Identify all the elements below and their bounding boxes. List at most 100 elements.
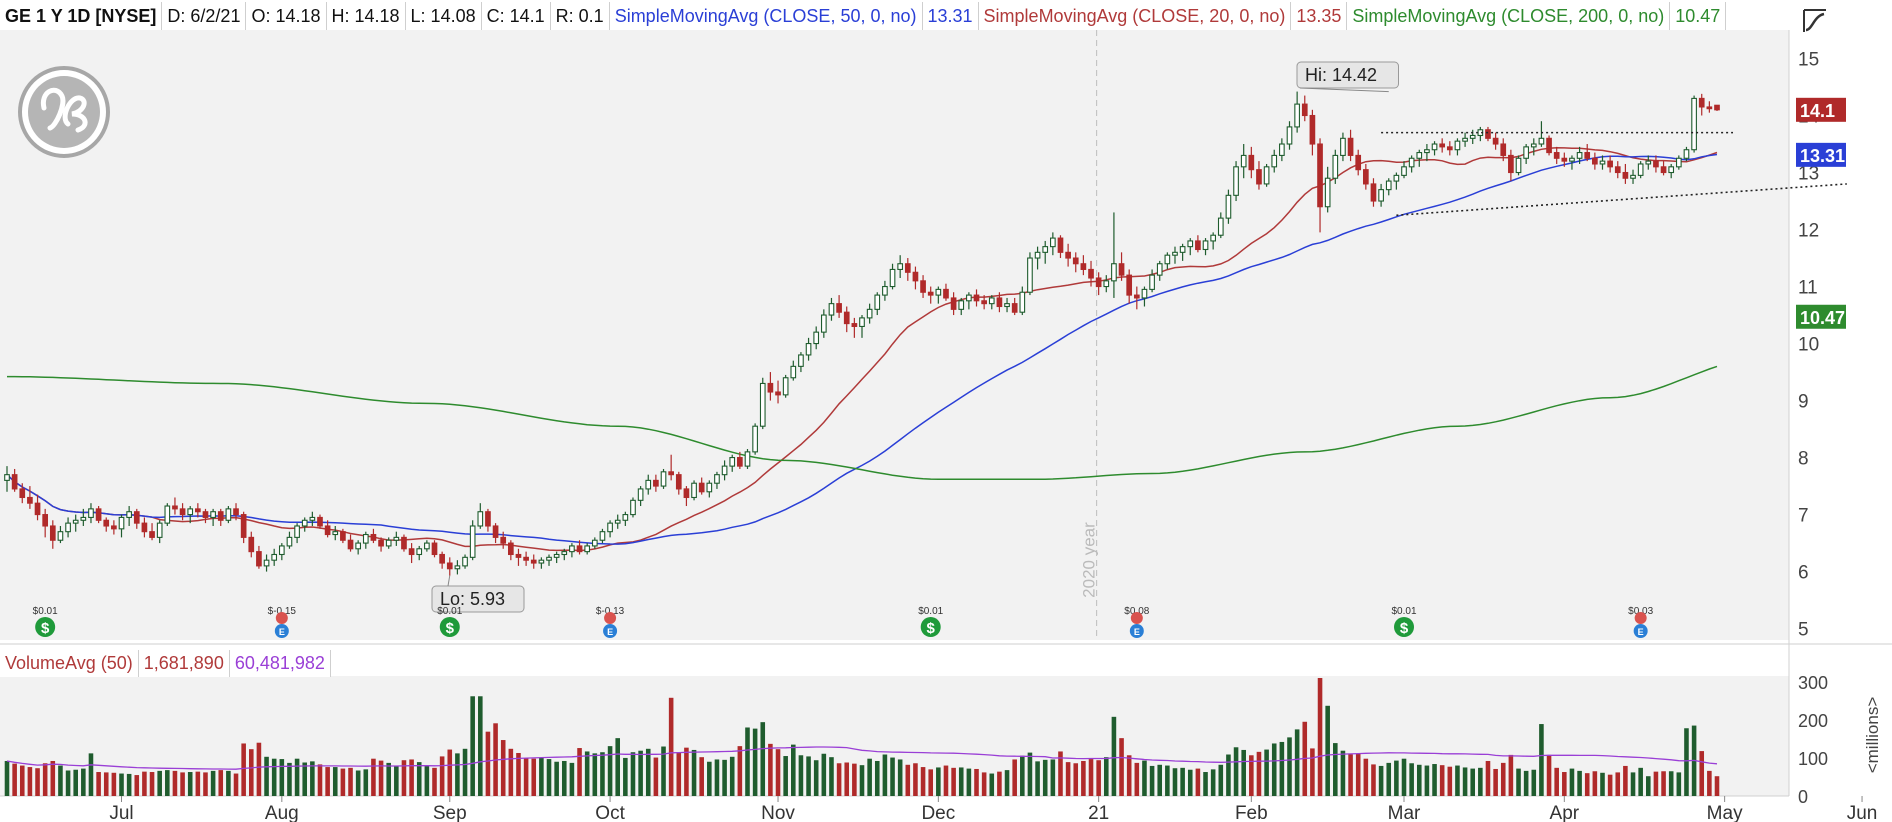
volume-bar[interactable] [600, 752, 605, 796]
volume-bar[interactable] [813, 760, 819, 796]
candle[interactable] [897, 255, 904, 278]
volume-bar[interactable] [1012, 759, 1017, 796]
candle[interactable] [1187, 238, 1194, 256]
candle[interactable] [485, 508, 491, 532]
candle[interactable] [950, 292, 957, 316]
volume-bar[interactable] [58, 765, 63, 796]
candle[interactable] [179, 503, 186, 521]
volume-bar[interactable] [943, 765, 949, 796]
volume-bar[interactable] [829, 757, 834, 796]
candle[interactable] [347, 534, 354, 552]
candle[interactable] [401, 534, 407, 552]
candle[interactable] [1660, 161, 1667, 176]
volume-bar[interactable] [1493, 768, 1498, 796]
candle[interactable] [362, 531, 369, 549]
volume-bar[interactable] [218, 770, 224, 796]
candle[interactable] [721, 460, 728, 481]
candle[interactable] [1355, 149, 1362, 176]
volume-bar[interactable] [1638, 767, 1643, 796]
candle[interactable] [553, 551, 560, 564]
candle[interactable] [1263, 163, 1270, 187]
volume-bar[interactable] [1142, 760, 1147, 796]
candle[interactable] [34, 494, 41, 521]
volume-bar[interactable] [699, 757, 704, 796]
candle[interactable] [1370, 178, 1377, 207]
volume-bar[interactable] [1478, 767, 1483, 796]
candle[interactable] [1362, 163, 1369, 190]
candle[interactable] [538, 557, 545, 569]
volume-bar[interactable] [348, 767, 353, 796]
volume-bar[interactable] [1630, 772, 1636, 796]
candle[interactable] [691, 480, 697, 501]
candle[interactable] [1065, 243, 1071, 267]
volume-bar[interactable] [1042, 759, 1048, 796]
candle[interactable] [240, 511, 247, 544]
candle[interactable] [271, 548, 278, 566]
volume-bar[interactable] [791, 744, 796, 796]
volume-bar[interactable] [371, 758, 376, 796]
volume-bar[interactable] [248, 749, 254, 796]
candle[interactable] [1019, 286, 1026, 316]
candle[interactable] [645, 474, 652, 495]
candle[interactable] [759, 377, 766, 430]
candle[interactable] [675, 471, 682, 495]
volume-bar[interactable] [180, 772, 185, 796]
candle[interactable] [439, 551, 445, 569]
candle[interactable] [469, 520, 476, 561]
candle[interactable] [927, 286, 934, 304]
volume-bar[interactable] [1340, 750, 1346, 796]
candle[interactable] [133, 508, 140, 529]
candle[interactable] [1088, 260, 1094, 287]
candle[interactable] [202, 508, 209, 524]
candle[interactable] [515, 548, 522, 566]
volume-bar[interactable] [638, 750, 643, 796]
volume-bar[interactable] [890, 757, 895, 796]
candle[interactable] [317, 514, 323, 529]
volume-bar[interactable] [729, 756, 735, 796]
candle[interactable] [1210, 232, 1217, 250]
dividend-marker[interactable]: $0.01 $ [918, 606, 944, 637]
candle[interactable] [1622, 163, 1629, 184]
candle[interactable] [958, 297, 965, 316]
earnings-marker[interactable]: $0.03 E [1628, 606, 1654, 638]
candle[interactable] [1714, 104, 1720, 111]
volume-bar[interactable] [1416, 764, 1422, 796]
candle[interactable] [1393, 172, 1400, 190]
volume-bar[interactable] [500, 740, 506, 796]
candle[interactable] [1050, 232, 1056, 256]
volume-bar[interactable] [1607, 774, 1613, 796]
volume-bar[interactable] [1119, 738, 1124, 796]
candle[interactable] [1538, 121, 1545, 147]
volume-bar[interactable] [1531, 769, 1537, 796]
volume-bar[interactable] [378, 760, 384, 796]
volume-bar[interactable] [508, 748, 514, 796]
candle[interactable] [1584, 144, 1591, 162]
candle[interactable] [981, 295, 987, 310]
volume-bar[interactable] [1271, 743, 1277, 796]
volume-bar[interactable] [1363, 758, 1369, 796]
candle[interactable] [263, 554, 270, 572]
volume-bar[interactable] [584, 751, 590, 796]
candle[interactable] [569, 543, 575, 558]
volume-bar[interactable] [1355, 753, 1361, 796]
volume-bar[interactable] [1439, 765, 1445, 796]
candle[interactable] [1630, 169, 1636, 184]
volume-bar[interactable] [1325, 705, 1330, 796]
volume-bar[interactable] [294, 758, 300, 796]
volume-bar[interactable] [103, 772, 109, 796]
volume-bar[interactable] [1577, 770, 1582, 796]
volume-bar[interactable] [1279, 741, 1285, 796]
volume-bar[interactable] [317, 764, 323, 796]
candle[interactable] [683, 486, 690, 507]
volume-bar[interactable] [1615, 772, 1621, 796]
dividend-marker[interactable]: $0.01 $ [1391, 606, 1417, 637]
volume-bar[interactable] [355, 770, 361, 796]
candle[interactable] [1706, 101, 1713, 113]
volume-bar[interactable] [592, 753, 598, 796]
volume-bar[interactable] [1546, 754, 1552, 796]
candle[interactable] [1416, 149, 1423, 167]
volume-bar[interactable] [1180, 767, 1185, 796]
candle[interactable] [11, 468, 18, 492]
candle[interactable] [920, 275, 926, 298]
candle[interactable] [225, 506, 232, 524]
